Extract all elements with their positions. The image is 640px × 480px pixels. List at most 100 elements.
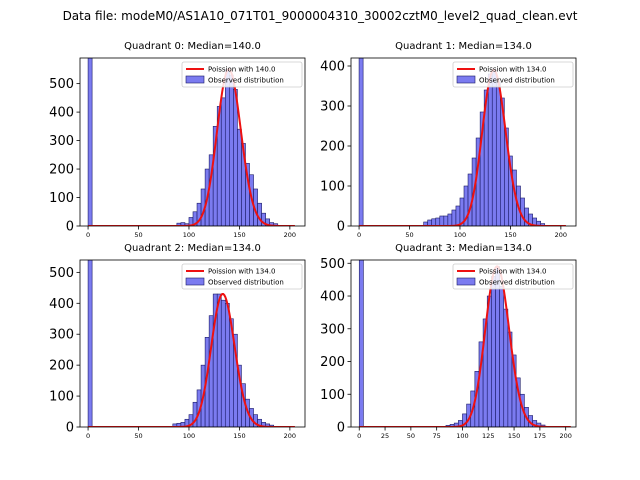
histogram-bar (216, 293, 222, 427)
x-tick-label: 150 (508, 432, 520, 440)
histogram-bar (540, 223, 546, 226)
y-tick-label: 100 (320, 180, 345, 195)
axes-frame (350, 57, 577, 227)
y-tick-label: 300 (49, 328, 74, 343)
histogram-bar (229, 74, 234, 226)
x-tick-label: 200 (284, 231, 296, 239)
poisson-curve (359, 265, 571, 427)
histogram-bar (220, 97, 226, 226)
legend: Poission with 134.0 Observed distribution (181, 263, 303, 290)
histogram-bar (455, 205, 461, 226)
y-tick-label: 0 (66, 220, 74, 235)
histogram-bar (224, 302, 230, 427)
poisson-curve (88, 68, 295, 226)
x-tick-label: 150 (504, 231, 516, 239)
x-tick-label: 125 (482, 432, 494, 440)
subplot-quadrant-0: Quadrant 0: Median=140.0 0 50 100 150 200 0 100… (49, 41, 306, 239)
histogram-bar (487, 73, 493, 226)
y-tick-label: 400 (320, 60, 345, 75)
histogram-bar (499, 285, 505, 427)
histogram-bar (237, 128, 242, 226)
y-tick-label: 100 (49, 191, 74, 206)
x-tick-label: 25 (381, 432, 389, 440)
histogram-bar (358, 260, 364, 427)
x-tick-label: 0 (357, 432, 361, 440)
subplot-title: Quadrant 1: Median=134.0 (395, 41, 532, 52)
x-tick-label: 100 (183, 432, 195, 440)
legend-bar-swatch (456, 277, 476, 286)
y-tick-label: 0 (337, 220, 345, 235)
histogram-bar (224, 69, 230, 226)
subplot-grid: Quadrant 0: Median=140.0 0 50 100 150 200 0 100… (49, 41, 577, 440)
axes-frame (350, 259, 577, 428)
y-tick-label: 100 (49, 390, 74, 405)
legend-label-poisson: Poission with 134.0 (479, 268, 547, 276)
x-tick-label: 100 (183, 231, 195, 239)
legend: Poission with 134.0 Observed distribution (452, 61, 574, 88)
y-tick-label: 500 (49, 77, 74, 92)
x-tick-label: 100 (456, 432, 468, 440)
y-tick-label: 300 (320, 322, 345, 337)
x-tick-label: 0 (357, 231, 361, 239)
legend-label-poisson: Poission with 140.0 (208, 66, 276, 74)
legend: Poission with 140.0 Observed distribution (181, 61, 303, 88)
subplot-quadrant-2: Quadrant 2: Median=134.0 0 50 100 150 200 0 100… (49, 243, 306, 440)
y-tick-label: 300 (49, 134, 74, 149)
subplot-title: Quadrant 0: Median=140.0 (124, 41, 261, 52)
subplot-quadrant-3: Quadrant 3: Median=134.0 0 25 50 75 100 125 150… (320, 243, 577, 440)
y-tick-label: 200 (49, 359, 74, 374)
histogram-bar (233, 89, 238, 226)
x-tick-label: 0 (86, 231, 90, 239)
legend-label-observed: Observed distribution (208, 77, 284, 85)
y-tick-label: 400 (49, 106, 74, 121)
histogram-bar (87, 260, 93, 427)
legend: Poission with 134.0 Observed distribution (452, 263, 574, 290)
legend-box (452, 61, 574, 88)
x-tick-label: 50 (405, 231, 413, 239)
subplot-title: Quadrant 2: Median=134.0 (124, 243, 261, 254)
x-tick-label: 100 (454, 231, 466, 239)
poisson-curve (88, 293, 295, 427)
legend-box (452, 263, 574, 290)
x-tick-label: 50 (134, 432, 142, 440)
histogram-bar (443, 215, 449, 226)
y-tick-label: 100 (320, 388, 345, 403)
histogram-bar (491, 69, 497, 226)
x-tick-label: 50 (407, 432, 415, 440)
x-tick-label: 50 (134, 231, 142, 239)
legend-label-poisson: Poission with 134.0 (208, 268, 276, 276)
histogram-bar (358, 58, 364, 226)
x-tick-label: 75 (433, 432, 441, 440)
x-tick-label: 150 (233, 432, 245, 440)
y-tick-label: 500 (320, 257, 345, 272)
histogram-bar (87, 58, 93, 226)
histogram-bar (495, 266, 500, 427)
histogram-bar (220, 299, 226, 427)
legend-box (181, 263, 303, 290)
legend-box (181, 61, 303, 88)
legend-label-observed: Observed distribution (479, 77, 555, 85)
poisson-curve (359, 69, 566, 226)
subplot-quadrant-1: Quadrant 1: Median=134.0 0 50 100 150 200 0 100… (320, 41, 577, 239)
y-tick-label: 0 (66, 421, 74, 436)
x-tick-label: 200 (284, 432, 296, 440)
legend-bar-swatch (185, 277, 205, 286)
histogram-bar (495, 81, 501, 226)
subplot-title: Quadrant 3: Median=134.0 (395, 243, 532, 254)
legend-bar-swatch (185, 75, 205, 84)
axes-frame (79, 57, 306, 227)
legend-label-observed: Observed distribution (208, 279, 284, 287)
y-tick-label: 0 (337, 421, 345, 436)
histogram-bar (447, 213, 453, 226)
histogram-bar (451, 209, 457, 226)
legend-bar-swatch (456, 75, 476, 84)
figure-suptitle: Data file: modeM0/AS1A10_071T01_90000043… (63, 9, 578, 23)
x-tick-label: 0 (86, 432, 90, 440)
x-tick-label: 200 (559, 432, 571, 440)
y-tick-label: 200 (320, 355, 345, 370)
x-tick-label: 150 (233, 231, 245, 239)
histogram-bar (439, 215, 445, 226)
legend-label-observed: Observed distribution (479, 279, 555, 287)
y-tick-label: 200 (320, 140, 345, 155)
